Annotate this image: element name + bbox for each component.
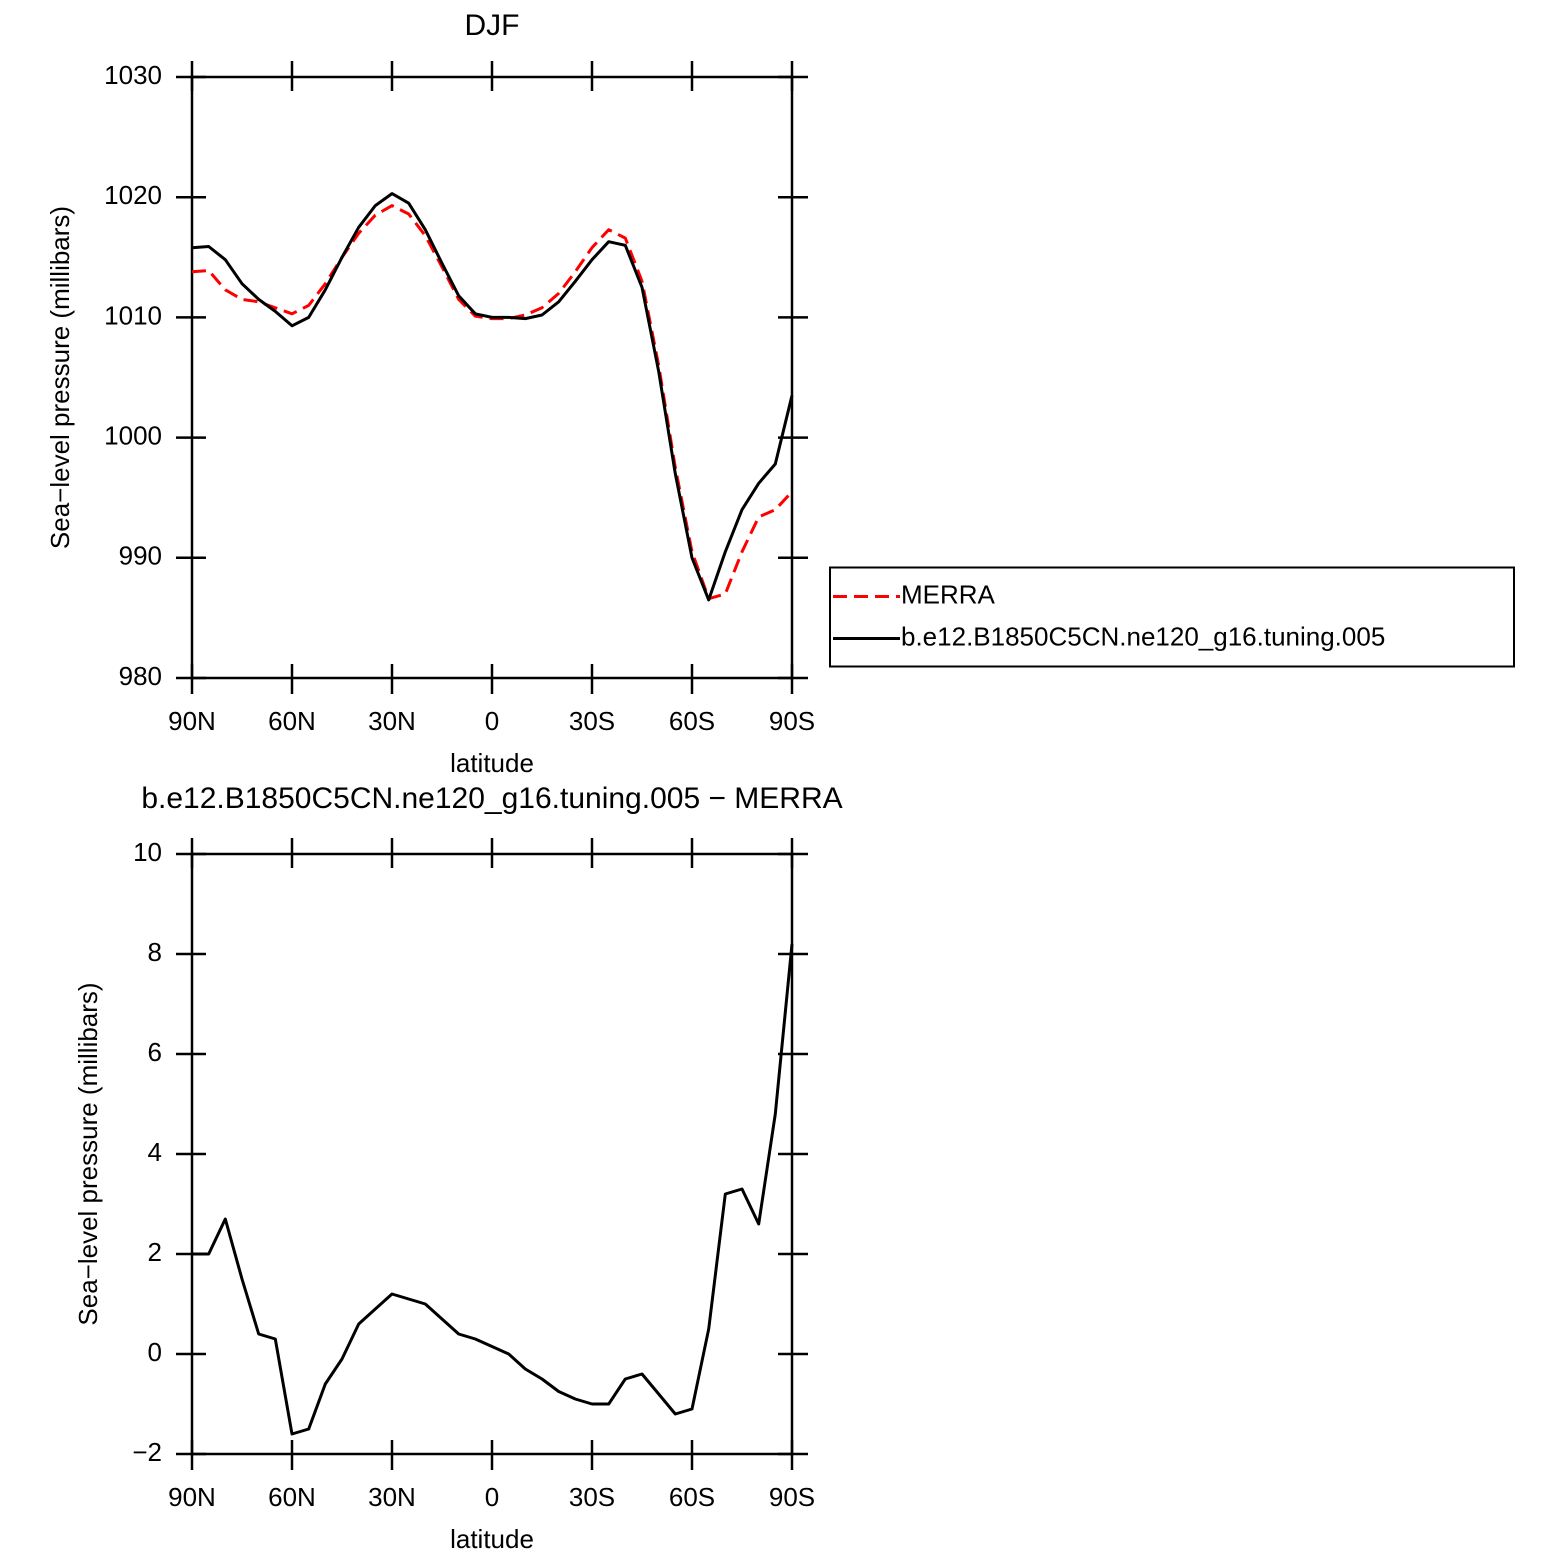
x-tick-label: 90S [769,706,815,736]
x-tick-label: 60S [669,706,715,736]
x-tick-label: 60S [669,1482,715,1512]
y-tick-label: 1020 [104,180,162,210]
x-tick-label: 30N [368,706,416,736]
y-tick-label: −2 [132,1437,162,1467]
y-tick-label: 990 [119,541,162,571]
legend-box [829,566,1515,668]
chart-title: DJF [465,9,520,42]
y-tick-label: 4 [148,1137,162,1167]
x-tick-label: 60N [268,1482,316,1512]
data-line [191,204,794,601]
x-tick-label: 90S [769,1482,815,1512]
y-tick-label: 1030 [104,60,162,90]
x-tick-label: 60N [268,706,316,736]
legend-label: b.e12.B1850C5CN.ne120_g16.tuning.005 [901,621,1385,651]
y-axis-label: Sea−level pressure (millibars) [73,982,103,1325]
plot-frame [190,75,794,680]
x-tick-label: 90N [168,1482,216,1512]
x-tick-label: 0 [485,1482,499,1512]
x-tick-label: 30N [368,1482,416,1512]
legend-label: MERRA [901,579,996,609]
y-tick-label: 8 [148,937,162,967]
y-tick-label: 0 [148,1337,162,1367]
x-tick-label: 30S [569,1482,615,1512]
x-tick-label: 30S [569,706,615,736]
y-axis-label: Sea−level pressure (millibars) [45,206,75,549]
chart-title: b.e12.B1850C5CN.ne120_g16.tuning.005 − M… [141,782,842,815]
y-tick-label: 1000 [104,420,162,450]
y-tick-label: 2 [148,1237,162,1267]
y-tick-label: 1010 [104,300,162,330]
x-tick-label: 90N [168,706,216,736]
data-line [192,943,794,1436]
y-tick-label: 980 [119,661,162,691]
x-axis-label: latitude [450,1524,534,1554]
data-line [191,192,794,602]
y-tick-label: 10 [133,837,162,867]
x-tick-label: 0 [485,706,499,736]
x-axis-label: latitude [450,748,534,778]
y-tick-label: 6 [148,1037,162,1067]
